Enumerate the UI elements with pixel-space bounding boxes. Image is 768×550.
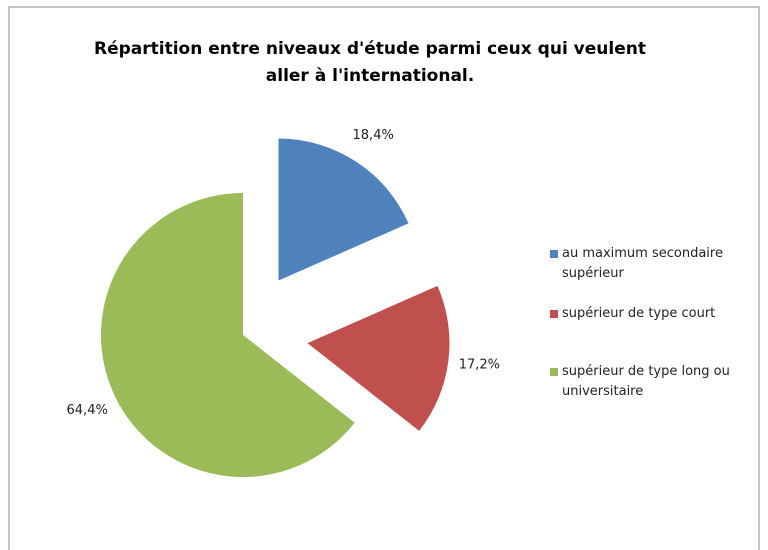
legend-label: supérieur de type court [562,306,716,321]
legend-swatch [550,368,558,376]
pie-slice [307,285,450,431]
legend-item: au maximum secondaire supérieur [550,244,752,284]
legend-swatch [550,250,558,258]
legend-swatch [550,310,558,318]
legend-item: supérieur de type long ou universitaire [550,362,752,402]
chart-border [8,6,760,550]
legend-label: supérieur de type long ou universitaire [562,364,730,399]
chart-title: Répartition entre niveaux d'étude parmi … [94,39,646,86]
data-label: 18,4% [353,128,394,143]
pie-slice [278,138,409,281]
legend-item: supérieur de type court [550,304,752,324]
legend-label: au maximum secondaire supérieur [562,246,723,281]
data-label: 64,4% [67,403,108,418]
pie-slice [100,193,355,478]
data-label: 17,2% [459,357,500,372]
